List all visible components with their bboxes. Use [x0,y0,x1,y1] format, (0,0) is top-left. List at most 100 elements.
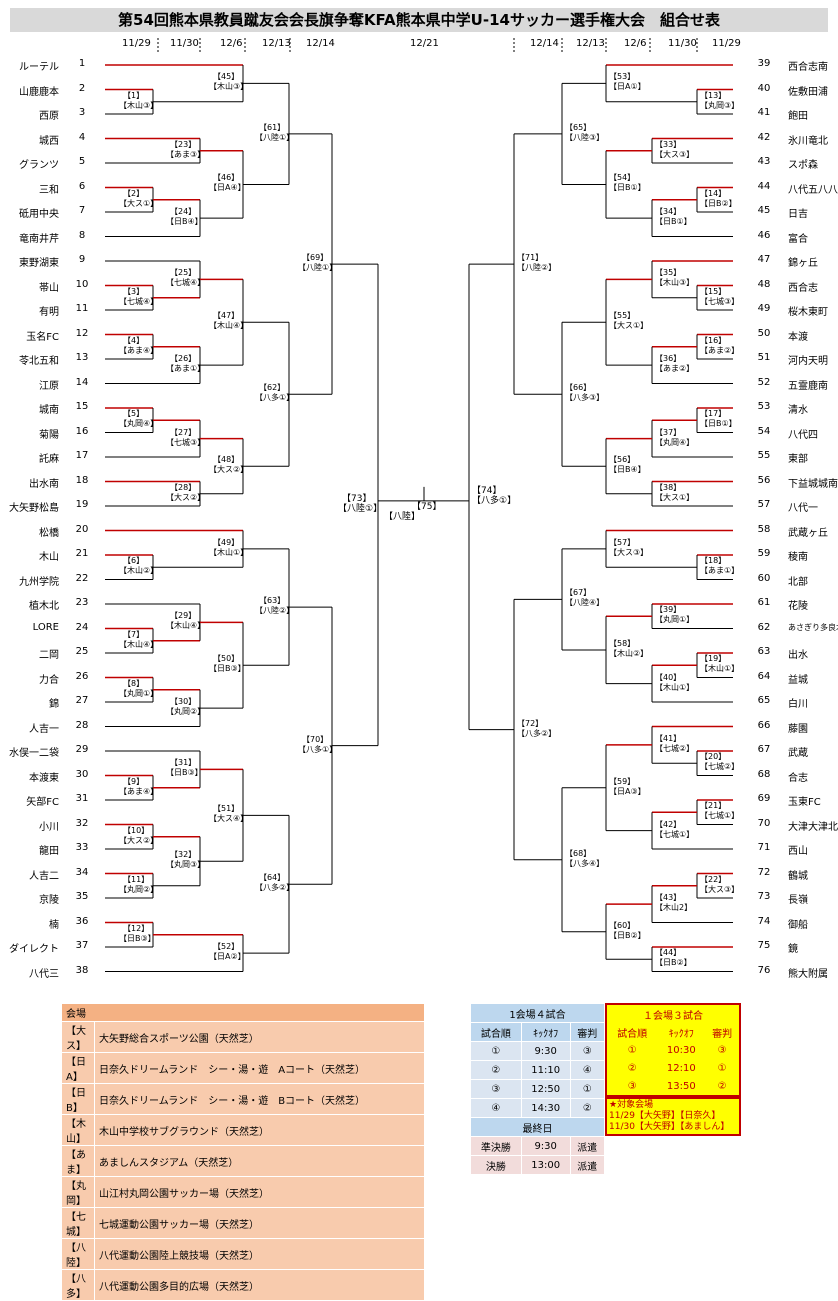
match-number: 【42】 [655,819,682,829]
team-number: 3 [78,107,86,118]
match-venue: 【大ス①】 [609,321,649,331]
final-date: 12/21 [410,38,439,49]
match-number: 【16】 [700,335,727,345]
match-number: 【73】 [342,493,372,504]
schedule-cell: 12:50 [520,1079,571,1099]
schedule-cell: ③ [569,1041,606,1061]
team-name: 龍田 [39,846,59,857]
final-cell: 派遣 [569,1155,606,1175]
team-number: 64 [757,670,771,682]
match-number: 【20】 [700,752,727,762]
match-number: 【64】 [259,873,286,883]
team-number: 40 [757,82,771,94]
match-number: 【10】 [123,825,150,835]
team-name: 木山 [39,552,59,563]
match-venue: 【丸岡③】 [166,860,206,870]
team-number: 20 [75,523,89,535]
team-number: 46 [757,229,771,241]
team-number: 37 [75,940,89,951]
round-date: 11/30 [668,38,697,49]
venue-row: 【日B】 日奈久ドリームランド シー・湯・遊 Bコート（天然芝） [61,1083,425,1115]
team-name: あさぎり多良木 [788,622,838,632]
team-number: 62 [757,621,771,633]
match-number: 【63】 [259,596,286,606]
team-number: 32 [75,817,89,829]
match-number: 【7】 [123,629,145,639]
team-number: 36 [75,915,89,927]
team-number: 33 [75,842,89,853]
match-venue: 【八陸④】 [565,598,605,608]
match-venue: 【七城③】 [166,437,206,447]
team-number: 16 [75,425,89,437]
team-name: 人吉一 [29,723,59,735]
team-number: 10 [75,278,89,290]
team-number: 26 [75,670,89,682]
final-match-number: 【75】 [412,501,442,512]
team-name: 北部 [788,576,808,588]
match-venue: 【大ス③】 [655,149,695,159]
team-number: 69 [757,793,771,804]
match-venue: 【八多①】 [298,744,338,754]
match-venue: 【日A③】 [609,786,646,796]
team-name: スポ森 [788,160,818,171]
schedule-3-games: １会場３試合 試合順 ｷｯｸｵﾌ 審判 ① 10:30 ③ ② 12:10 ① ③ 13:50 ② [605,1003,741,1097]
team-name: 東部 [788,454,808,465]
team-number: 42 [757,131,771,143]
match-number: 【47】 [213,311,240,321]
venue-code: 【八多】 [61,1269,95,1301]
team-number: 61 [757,597,771,608]
team-number: 76 [757,964,771,976]
team-name: 出水 [788,650,808,661]
match-venue: 【丸岡①】 [655,615,695,625]
team-name: 大津大津北 [788,821,838,833]
team-number: 19 [75,499,89,510]
venue-code: 【日A】 [61,1052,95,1084]
schedule-cell: ③ [717,1044,727,1056]
match-venue: 【八多①】 [472,495,517,506]
team-number: 34 [75,866,89,878]
team-name: 益城 [788,674,808,686]
schedule-row: ② 12:10 ① [606,1059,740,1077]
match-venue: 【大ス①】 [119,198,159,208]
venue-header: 会場 [61,1003,425,1022]
match-number: 【43】 [655,893,682,903]
match-venue: 【あま②】 [655,364,695,374]
team-name: 日吉 [788,209,808,220]
match-number: 【25】 [170,268,197,278]
match-venue: 【七城①】 [655,829,695,839]
match-venue: 【日A②】 [209,952,246,962]
match-venue: 【木山②】 [609,648,649,658]
match-number: 【28】 [170,482,197,492]
team-name: 植木北 [29,601,59,612]
team-name: 氷川竜北 [788,135,828,147]
final-day-title: 最終日 [470,1117,605,1137]
venue-row: 【八多】 八代運動公園多目的広場（天然芝） [61,1269,425,1301]
team-number: 73 [757,891,771,902]
team-number: 25 [75,646,89,657]
team-number: 28 [75,719,89,731]
team-name: 熊大附属 [788,968,828,980]
round-date: 11/29 [122,38,151,49]
team-number: 6 [78,180,86,192]
team-number: 70 [757,817,771,829]
schedule-head-row: 試合順 ｷｯｸｵﾌ 審判 [470,1022,606,1042]
venue-name: 山江村丸岡公園サッカー場（天然芝） [94,1176,425,1208]
venue-row: 【日A】 日奈久ドリームランド シー・湯・遊 Aコート（天然芝） [61,1052,425,1084]
schedule-head: ｷｯｸｵﾌ [668,1028,694,1040]
bracket-lines [105,38,733,972]
match-venue: 【あま③】 [166,149,206,159]
team-name: 西山 [788,846,808,857]
schedule-row: ① 9:30 ③ [470,1041,606,1061]
team-name: 花陵 [788,601,808,612]
page-title: 第54回熊本県教員蹴友会会長旗争奪KFA熊本県中学U-14サッカー選手権大会 組… [10,8,828,32]
team-name: 楠 [49,919,59,931]
team-name: 城西 [39,135,59,147]
match-number: 【71】 [517,253,544,263]
match-number: 【72】 [517,718,544,728]
match-venue: 【七城④】 [119,296,159,306]
match-number: 【49】 [213,537,240,547]
schedule-head: 試合順 [470,1022,522,1042]
match-venue: 【大ス③】 [609,547,649,557]
match-number: 【55】 [609,311,636,321]
match-venue: 【日B②】 [700,198,737,208]
